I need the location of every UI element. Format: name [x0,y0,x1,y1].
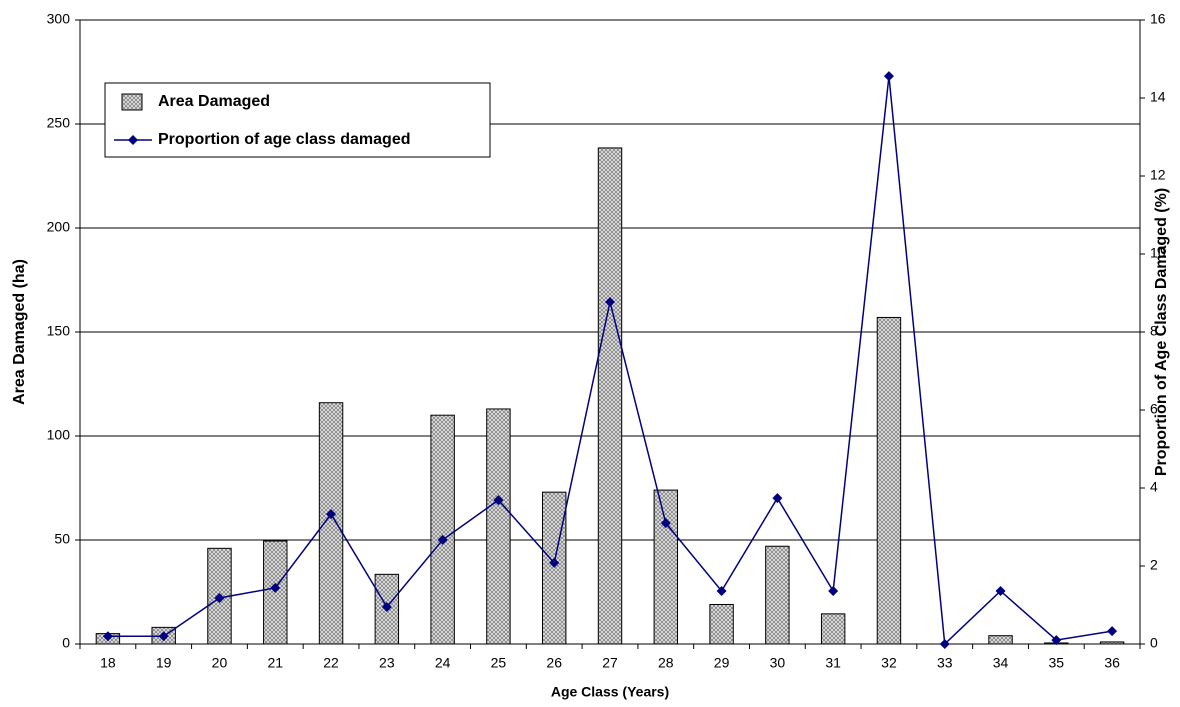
x-tick-label: 22 [323,655,339,671]
bar [486,408,511,645]
legend-swatch [121,93,143,111]
marker [716,585,727,596]
marker [883,71,894,82]
x-tick-label: 32 [881,655,897,671]
bar [430,414,455,645]
bar [1099,641,1125,645]
marker [270,582,281,593]
y-tick-label: 150 [47,323,71,339]
legend-label: Proportion of age class damaged [158,131,411,148]
bar [765,545,790,645]
x-axis-label: Age Class (Years) [551,684,669,700]
marker [381,601,392,612]
marker [772,493,783,504]
bar [709,603,734,645]
y2-tick-label: 6 [1150,401,1158,417]
marker [660,518,671,529]
x-tick-label: 27 [602,655,618,671]
x-tick-label: 20 [212,655,228,671]
y2-axis-label: Proportion of Age Class Damaged (%) [1153,188,1170,476]
marker [995,585,1006,596]
y-tick-label: 50 [54,531,70,547]
y-axis-label: Area Damaged (ha) [11,259,28,405]
y-tick-label: 300 [47,11,71,27]
x-tick-label: 34 [993,655,1009,671]
x-tick-label: 28 [658,655,674,671]
marker [1051,635,1062,646]
x-tick-label: 18 [100,655,116,671]
marker [939,639,950,649]
y2-tick-label: 4 [1150,479,1158,495]
bar [653,489,679,645]
bar [597,147,623,645]
x-tick-label: 21 [267,655,283,671]
marker [326,509,337,520]
legend-label: Area Damaged [158,93,270,110]
marker [828,585,839,596]
y2-tick-label: 16 [1150,11,1166,27]
x-tick-label: 25 [491,655,507,671]
marker [605,296,615,307]
y-tick-label: 0 [62,635,70,651]
y2-tick-label: 14 [1150,89,1166,105]
marker [102,631,113,642]
bar [988,635,1013,645]
y-tick-label: 250 [47,115,71,131]
bar [876,316,902,645]
x-tick-label: 30 [770,655,786,671]
x-tick-label: 19 [156,655,172,671]
x-tick-label: 26 [546,655,562,671]
marker [437,534,448,545]
x-tick-label: 35 [1049,655,1065,671]
legend-marker [128,135,138,145]
marker [158,631,169,642]
marker [549,557,560,568]
marker [493,495,504,506]
x-tick-label: 29 [714,655,730,671]
y-tick-label: 100 [47,427,71,443]
y-tick-label: 200 [47,219,71,235]
bar [820,613,846,645]
bar [541,491,567,645]
x-tick-label: 33 [937,655,953,671]
x-tick-label: 24 [435,655,451,671]
marker [214,592,225,603]
marker [1107,626,1118,637]
y2-tick-label: 0 [1150,635,1158,651]
y2-tick-label: 8 [1150,323,1158,339]
x-tick-label: 31 [825,655,841,671]
x-tick-label: 23 [379,655,395,671]
y2-tick-label: 10 [1150,245,1166,261]
y2-tick-label: 12 [1150,167,1166,183]
x-tick-label: 36 [1104,655,1120,671]
y2-tick-label: 2 [1150,557,1158,573]
bar [318,402,344,645]
legend-box [104,82,491,158]
